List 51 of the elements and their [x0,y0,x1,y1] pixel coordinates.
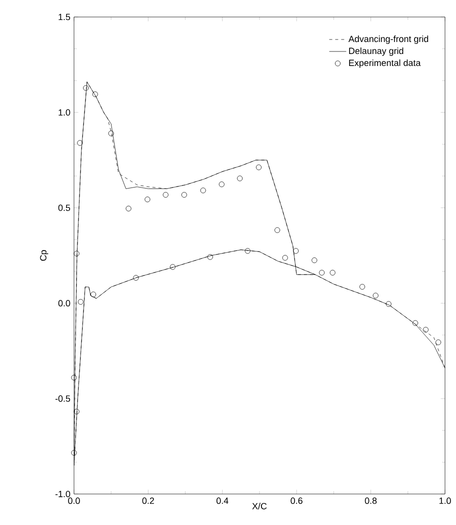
point [282,255,288,261]
y-tick-label: 1.0 [58,109,70,116]
point [74,408,80,414]
point [237,176,243,182]
point [181,192,187,198]
point [386,301,392,307]
y-axis-title: Cp [40,250,48,261]
point [90,292,96,298]
point [108,130,114,136]
point [78,299,84,305]
point [83,85,89,91]
legend-label: Advancing-front grid [348,35,428,44]
point [71,450,77,456]
point [412,320,418,326]
point [274,227,280,233]
point [293,248,299,254]
point [359,284,366,290]
point [71,374,77,380]
y-tick-label: 0.5 [58,204,70,211]
point [162,192,168,198]
point [77,140,83,146]
point [144,196,150,202]
point [207,254,213,260]
y-tick-label: 1.5 [58,14,70,20]
point [218,182,224,188]
point [126,206,132,212]
x-tick-label: 0.0 [68,498,80,504]
point [330,270,336,276]
x-axis-title: X/C [252,502,267,510]
point [256,164,262,170]
x-tick-label: 1.0 [439,498,451,504]
point [312,257,318,264]
point [436,340,442,346]
y-tick-label: 0.0 [58,300,70,306]
legend-label: Delaunay grid [349,47,404,56]
x-tick-label: 0.2 [142,498,154,504]
point [422,326,428,333]
point [92,91,98,98]
x-tick-label: 0.8 [364,498,377,504]
point [319,270,325,276]
point [200,188,206,194]
y-tick-label: -1.0 [55,490,70,498]
point [244,248,250,254]
legend-label: Experimental data [349,59,421,68]
y-tick-label: -0.5 [55,395,70,402]
point [74,250,80,256]
x-tick-label: 0.6 [290,498,302,504]
point [372,292,378,298]
point [170,264,176,270]
point [133,275,139,281]
x-tick-label: 0.4 [216,498,228,504]
